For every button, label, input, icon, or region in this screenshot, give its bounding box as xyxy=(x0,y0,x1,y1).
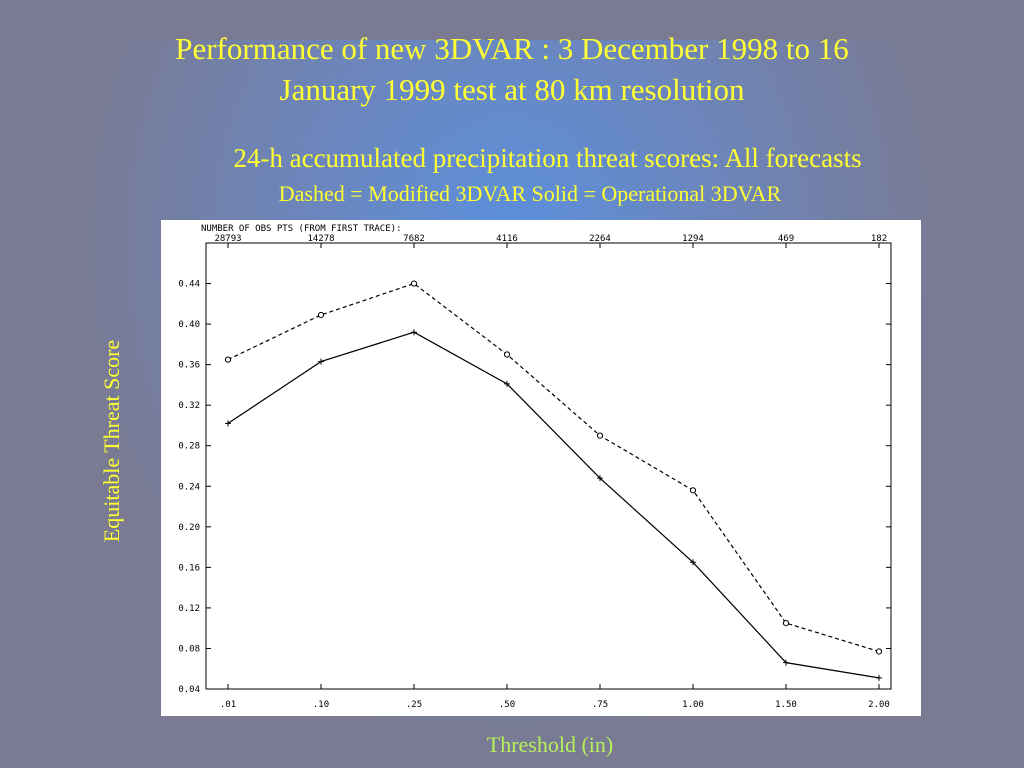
y-tick-label: 0.04 xyxy=(178,685,200,695)
modified-3dvar-point xyxy=(503,351,511,358)
obs-count-label: 469 xyxy=(778,234,794,244)
modified-3dvar-point xyxy=(317,311,325,319)
y-tick-label: 0.16 xyxy=(178,563,200,573)
plot-frame xyxy=(205,242,892,690)
modified-3dvar-point xyxy=(410,280,418,287)
obs-count-label: 1294 xyxy=(682,234,704,244)
y-axis-label-text: Equitable Threat Score xyxy=(99,339,124,543)
obs-count-label: 4116 xyxy=(496,234,518,244)
title-line-1: Performance of new 3DVAR : 3 December 19… xyxy=(175,31,849,66)
x-axis-label: Threshold (in) xyxy=(486,732,614,757)
x-tick-label: .75 xyxy=(592,700,608,710)
operational-3dvar-point xyxy=(783,659,789,666)
obs-count-label: 28793 xyxy=(214,234,241,244)
chart-subtitle: 24-h accumulated precipitation threat sc… xyxy=(233,143,862,173)
obs-count-title: NUMBER OF OBS PTS (FROM FIRST TRACE): xyxy=(201,224,401,234)
plot-area: NUMBER OF OBS PTS (FROM FIRST TRACE): 287… xyxy=(161,220,921,716)
operational-3dvar-line xyxy=(227,331,880,679)
modified-3dvar-point xyxy=(782,620,790,627)
y-tick-label: 0.36 xyxy=(178,361,200,371)
x-tick-label: .25 xyxy=(406,700,422,710)
operational-3dvar-point xyxy=(597,475,603,482)
operational-3dvar-point xyxy=(411,329,417,336)
x-tick-label: .50 xyxy=(499,700,515,710)
threat-score-chart: NUMBER OF OBS PTS (FROM FIRST TRACE):287… xyxy=(178,224,892,710)
obs-count-label: 7682 xyxy=(403,234,425,244)
operational-3dvar-point xyxy=(225,420,231,427)
x-tick-label: .10 xyxy=(313,700,329,710)
operational-3dvar-point xyxy=(690,559,696,566)
operational-3dvar-point xyxy=(318,358,324,365)
y-tick-label: 0.24 xyxy=(178,482,200,492)
title-line-2: January 1999 test at 80 km resolution xyxy=(279,72,745,107)
y-tick-label: 0.32 xyxy=(178,401,200,411)
modified-3dvar-line xyxy=(227,282,880,653)
obs-count-label: 182 xyxy=(871,234,887,244)
x-tick-label: 1.00 xyxy=(682,700,704,710)
obs-count-label: 2264 xyxy=(589,234,611,244)
y-tick-label: 0.08 xyxy=(178,644,200,654)
operational-3dvar-point xyxy=(504,380,510,387)
y-tick-label: 0.12 xyxy=(178,604,200,614)
modified-3dvar-point xyxy=(224,356,232,363)
y-tick-label: 0.20 xyxy=(178,523,200,533)
y-tick-label: 0.40 xyxy=(178,320,200,330)
legend-note: Dashed = Modified 3DVAR Solid = Operatio… xyxy=(278,181,782,206)
x-tick-label: 2.00 xyxy=(868,700,890,710)
modified-3dvar-point xyxy=(596,432,604,439)
x-tick-label: 1.50 xyxy=(775,700,797,710)
operational-3dvar-point xyxy=(876,674,882,681)
obs-count-label: 14278 xyxy=(307,234,334,244)
y-tick-label: 0.44 xyxy=(178,280,200,290)
modified-3dvar-point xyxy=(689,487,697,494)
slide-title: Performance of new 3DVAR : 3 December 19… xyxy=(40,28,984,110)
x-tick-label: .01 xyxy=(220,700,236,710)
modified-3dvar-point xyxy=(875,648,883,655)
y-tick-label: 0.28 xyxy=(178,442,200,452)
